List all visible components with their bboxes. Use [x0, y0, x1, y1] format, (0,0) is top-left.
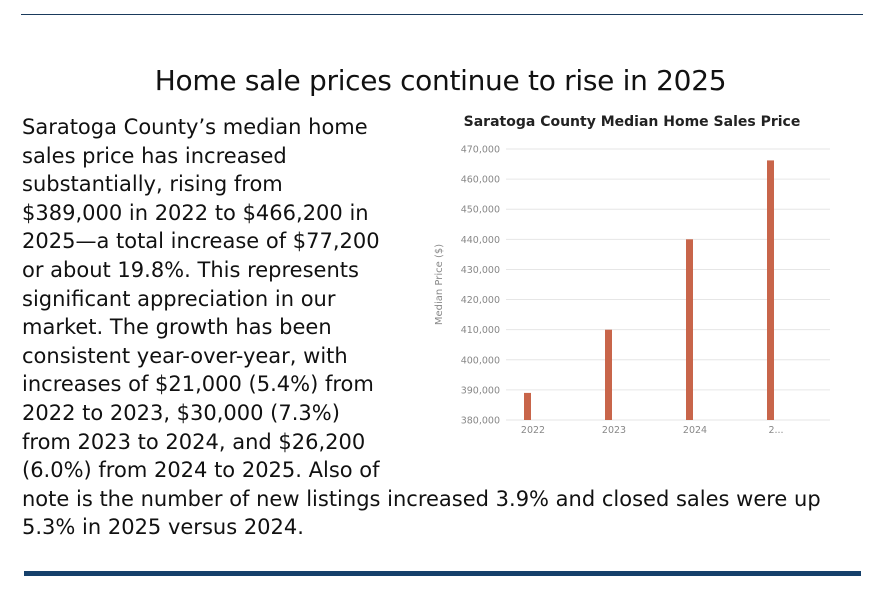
- y-tick-labels: 380,000 390,000 400,000 410,000 420,000 430,0…: [461, 145, 500, 427]
- y-tick-label: 450,000: [461, 205, 500, 216]
- x-tick-label: 2024: [683, 425, 707, 436]
- y-tick-label: 440,000: [461, 235, 500, 246]
- bars: [524, 160, 774, 420]
- bar-2022: [524, 392, 531, 420]
- y-tick-label: 400,000: [461, 355, 500, 366]
- bar-2024: [686, 239, 693, 420]
- median-price-chart: Saratoga County Median Home Sales Price …: [420, 105, 860, 450]
- y-tick-label: 430,000: [461, 265, 500, 276]
- y-tick-label: 460,000: [461, 175, 500, 186]
- x-tick-label: 2023: [602, 425, 626, 436]
- top-divider: [21, 14, 863, 15]
- headline: Home sale prices continue to rise in 202…: [154, 63, 727, 97]
- y-axis-label: Median Price ($): [434, 244, 445, 325]
- bottom-divider: [24, 571, 861, 576]
- chart-svg: Saratoga County Median Home Sales Price …: [434, 114, 830, 436]
- y-tick-label: 420,000: [461, 295, 500, 306]
- bar-2...: [767, 160, 774, 420]
- bar-2023: [605, 329, 612, 420]
- y-tick-label: 410,000: [461, 325, 500, 336]
- grid-lines: [506, 148, 830, 421]
- article-body-text: Saratoga County’s median home sales pric…: [22, 115, 821, 540]
- y-tick-label: 470,000: [461, 145, 500, 156]
- y-tick-label: 390,000: [461, 385, 500, 396]
- x-tick-label: 2...: [768, 425, 783, 436]
- chart-title: Saratoga County Median Home Sales Price: [464, 114, 801, 130]
- y-tick-label: 380,000: [461, 416, 500, 427]
- x-tick-labels: 2022 2023 2024 2...: [521, 425, 784, 436]
- article-body: Saratoga County’s median home sales pric…: [22, 113, 857, 542]
- x-tick-label: 2022: [521, 425, 545, 436]
